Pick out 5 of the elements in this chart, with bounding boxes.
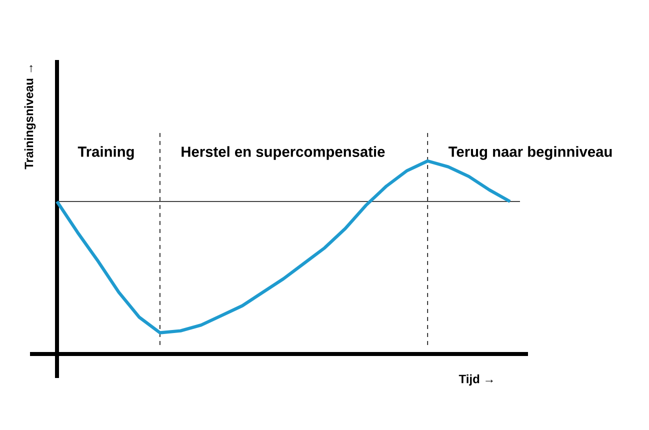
y-axis-title: Trainingsniveau → — [24, 65, 36, 170]
text: Training — [78, 146, 134, 160]
text: Terug naar beginniveau — [448, 146, 612, 160]
x-axis-title: Tijd → — [458, 374, 493, 386]
text: Herstel en supercompensatie — [182, 146, 385, 160]
